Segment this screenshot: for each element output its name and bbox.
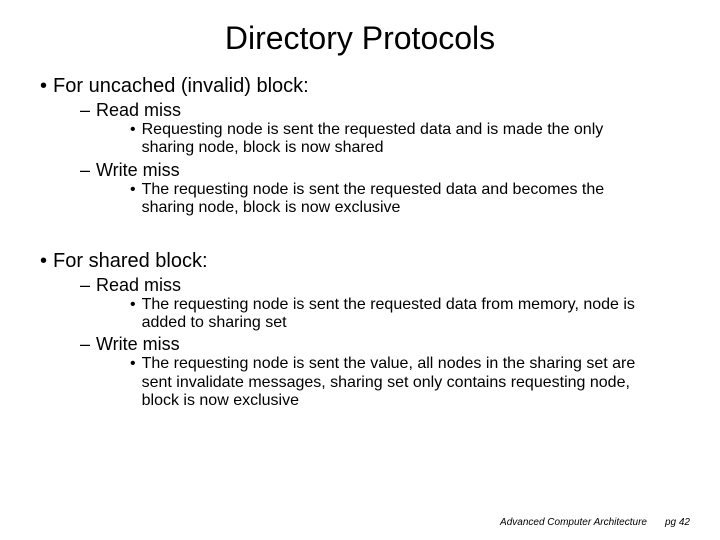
bullet-marker: •	[130, 121, 136, 158]
detail-text: Requesting node is sent the requested da…	[142, 121, 660, 158]
sub-item-label: Write miss	[96, 334, 180, 355]
detail-text: The requesting node is sent the requeste…	[142, 296, 660, 333]
section-heading: • For shared block:	[40, 250, 690, 273]
detail-item: • The requesting node is sent the reques…	[130, 181, 660, 218]
dash-marker: –	[80, 160, 90, 181]
section-heading-text: For shared block:	[53, 250, 208, 273]
detail-item: • The requesting node is sent the reques…	[130, 296, 660, 333]
slide-title: Directory Protocols	[30, 20, 690, 57]
sub-item-label: Read miss	[96, 275, 181, 296]
bullet-marker: •	[40, 250, 47, 273]
sub-item: – Write miss	[80, 334, 690, 355]
sub-item-label: Read miss	[96, 100, 181, 121]
section-heading: • For uncached (invalid) block:	[40, 75, 690, 98]
sub-item: – Read miss	[80, 100, 690, 121]
slide-footer: Advanced Computer Architecture pg 42	[500, 517, 690, 528]
sub-item: – Read miss	[80, 275, 690, 296]
detail-text: The requesting node is sent the value, a…	[142, 355, 660, 410]
footer-course: Advanced Computer Architecture	[500, 517, 647, 528]
bullet-marker: •	[130, 296, 136, 333]
bullet-marker: •	[130, 181, 136, 218]
footer-page: pg 42	[665, 517, 690, 528]
section-gap	[30, 218, 690, 242]
bullet-marker: •	[40, 75, 47, 98]
sub-item: – Write miss	[80, 160, 690, 181]
dash-marker: –	[80, 275, 90, 296]
dash-marker: –	[80, 334, 90, 355]
detail-item: • The requesting node is sent the value,…	[130, 355, 660, 410]
section-heading-text: For uncached (invalid) block:	[53, 75, 309, 98]
detail-item: • Requesting node is sent the requested …	[130, 121, 660, 158]
bullet-marker: •	[130, 355, 136, 410]
dash-marker: –	[80, 100, 90, 121]
detail-text: The requesting node is sent the requeste…	[142, 181, 660, 218]
sub-item-label: Write miss	[96, 160, 180, 181]
